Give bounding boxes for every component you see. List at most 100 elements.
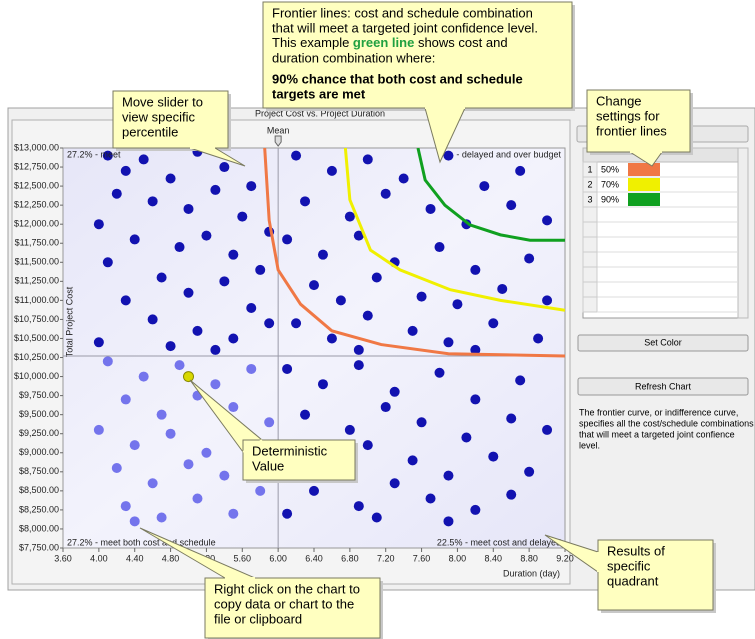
callout-text: settings for [596,108,660,123]
scatter-point [102,356,113,367]
callout-text: percentile [122,124,178,139]
scatter-point [470,504,481,515]
scatter-point [264,417,275,428]
scatter-point [479,181,490,192]
frontier-line [416,148,565,242]
scatter-point [425,493,436,504]
scatter-point [515,165,526,176]
row-number: 3 [587,194,592,204]
quadrant-label: 22.5% - meet cost and delayed [437,537,561,547]
scatter-point [452,299,463,310]
scatter-point [192,493,203,504]
quadrant-label: 27.2% - meet both cost and schedule [67,537,216,547]
panel-description: that will meet a targeted joint confienc… [579,429,735,439]
frontier-line [263,148,565,358]
callout-text: quadrant [607,573,659,588]
scatter-point [470,394,481,405]
x-tick-label: 8.00 [449,553,467,563]
table-row-cell [582,221,598,238]
scatter-point [371,272,382,283]
y-tick-label: $8,750.00 [19,466,59,476]
scatter-point [416,417,427,428]
y-tick-label: $8,000.00 [19,523,59,533]
callout-text: This example green line shows cost and [272,35,508,50]
callout-box [242,439,356,481]
callout-text: Right click on the chart to [214,581,360,596]
mean-slider-thumb[interactable] [274,135,282,147]
x-tick-label: 5.60 [234,553,252,563]
scatter-point [102,150,113,161]
scatter-point [147,314,158,325]
scatter-point [102,257,113,268]
scatter-point [326,165,337,176]
scatter-point [201,447,212,458]
scatter-point [353,360,364,371]
scatter-point [461,432,472,443]
scatter-point [416,291,427,302]
scatter-point [255,485,266,496]
row-percentile[interactable]: 70% [601,179,619,189]
scatter-point [120,394,131,405]
scatter-point [282,363,293,374]
row-color-swatch[interactable] [628,193,660,206]
y-tick-label: $9,000.00 [19,447,59,457]
refresh-label: Refresh Chart [635,381,692,391]
callout-emphasis-text: 90% chance that both cost and schedule [272,71,523,86]
row-color-swatch[interactable] [628,163,660,176]
scatter-point [147,196,158,207]
scatter-point [174,242,185,253]
callout-text: duration combination where: [272,50,435,65]
scatter-point [407,325,418,336]
scatter-point [524,466,535,477]
scatter-point [380,188,391,199]
scatter-point [228,402,239,413]
set-color-label: Set Color [644,337,682,347]
y-tick-label: $11,500.00 [15,257,59,267]
scatter-point [138,154,149,165]
callout-seam [242,439,263,453]
row-percentile[interactable]: 50% [601,164,619,174]
scatter-point [407,455,418,466]
callout-emphasis-text: targets are met [272,86,366,101]
x-tick-label: 6.40 [305,553,323,563]
row-percentile[interactable]: 90% [601,194,619,204]
scatter-point [542,295,553,306]
scatter-point [470,264,481,275]
refresh-button[interactable] [577,377,749,396]
scatter-point [515,375,526,386]
scatter-point [398,173,409,184]
scatter-point [183,203,194,214]
callout-text: Frontier lines: cost and schedule combin… [272,5,533,20]
y-tick-label: $10,000.00 [14,371,59,381]
scatter-point [309,280,319,291]
scatter-point [138,371,149,382]
scatter-point [156,272,167,283]
scatter-point [425,203,436,214]
callout-text-segment: green line [353,35,414,50]
scatter-point [219,276,230,287]
scatter-point [317,249,328,260]
table-row-cell [582,296,598,313]
scatter-point [129,234,140,245]
scatter-point [219,162,230,173]
scatter-point [165,341,176,352]
scatter-point [264,318,275,329]
frontier-table [582,147,749,319]
callout-text: Value [252,458,284,473]
scatter-point [174,360,185,371]
y-tick-label: $10,750.00 [14,314,59,324]
callout-text-segment: shows cost and [414,35,507,50]
callout-text: that will meet a targeted joint confiden… [272,20,538,35]
table-row-cell [582,206,598,223]
y-tick-label: $12,500.00 [14,180,59,190]
scatter-point [165,173,176,184]
row-color-swatch[interactable] [628,178,660,191]
set-color-button[interactable] [577,334,749,352]
callout-text: Results of [607,543,665,558]
scatter-point [362,440,373,451]
quadrant-label: - delayed and over budget [456,149,561,159]
scatter-point [282,234,293,245]
scatter-point [93,337,104,348]
